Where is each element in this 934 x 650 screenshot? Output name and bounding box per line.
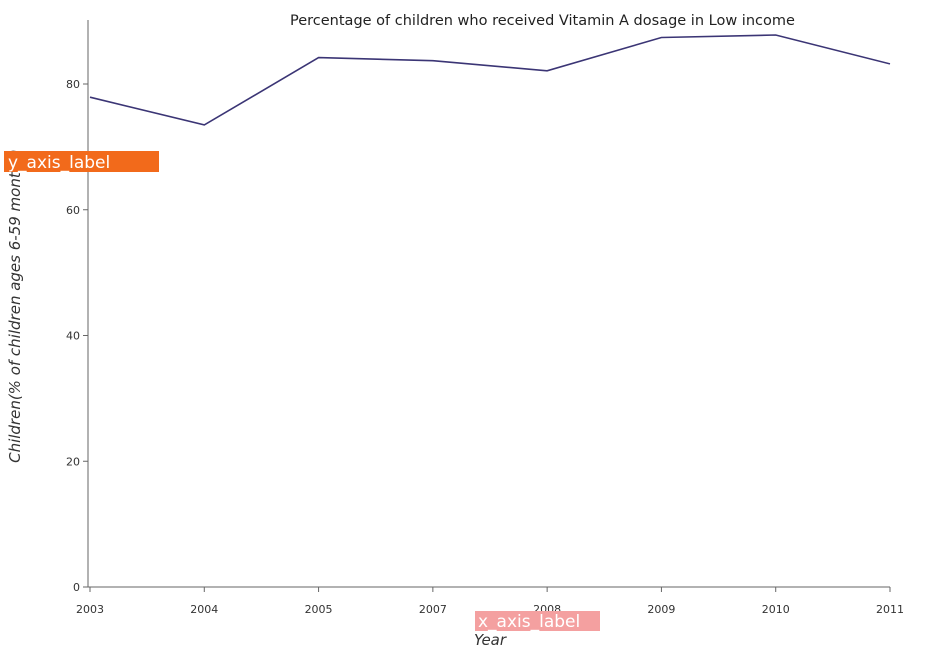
y-tick-label: 20 [66,455,80,468]
x-tick-group: 2003 2004 2005 2007 2008 2009 2010 2011 [76,587,904,616]
y-placeholder-box [4,151,159,172]
series-line [89,34,891,126]
y-axis-label: Children(% of children ages 6-59 months) [6,149,24,463]
x-tick-label: 2004 [190,603,218,616]
x-tick-label: 2003 [76,603,104,616]
y-axis: 0 20 40 60 80 [66,20,89,594]
y-tick-label: 40 [66,330,80,343]
y-tick-label: 80 [66,78,80,91]
x-tick-label: 2010 [762,603,790,616]
y-tick-label: 0 [73,581,80,594]
chart-title: Percentage of children who received Vita… [290,13,795,29]
x-axis-label: Year [474,631,507,649]
x-tick-label: 2005 [305,603,333,616]
y-placeholder-text: y_axis_label [8,153,110,173]
x-placeholder-text: x_axis_label [478,612,580,632]
y-tick-label: 60 [66,204,80,217]
x-placeholder-box [475,611,600,631]
x-axis: 2003 2004 2005 2007 2008 2009 2010 2011 [76,586,904,616]
y-tick-group: 0 20 40 60 80 [66,78,88,594]
x-tick-label: 2007 [419,603,447,616]
x-tick-label: 2009 [647,603,675,616]
x-tick-label: 2011 [876,603,904,616]
